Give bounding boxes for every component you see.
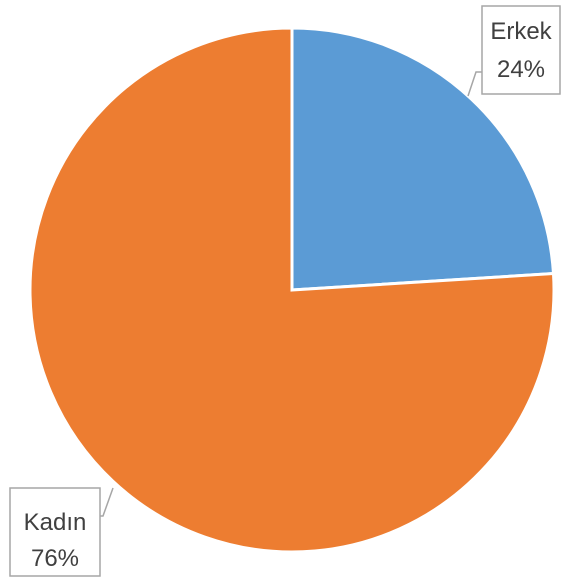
data-label-erkek: Erkek 24% <box>467 5 561 97</box>
percent-label-kadin: 76% <box>31 545 79 572</box>
callout-box-erkek <box>481 5 561 95</box>
category-label-erkek: Erkek <box>490 18 552 45</box>
pie-slices <box>28 26 556 554</box>
pie-slice-erkek <box>290 26 556 292</box>
leader-line-kadin <box>100 487 114 517</box>
percent-label-erkek: 24% <box>497 56 545 83</box>
data-label-kadin: Kadın 76% <box>9 487 114 577</box>
pie-slice-kadin <box>28 26 556 554</box>
leader-line-erkek <box>467 71 482 97</box>
callout-box-kadin <box>9 487 101 577</box>
category-label-kadin: Kadın <box>24 509 87 536</box>
